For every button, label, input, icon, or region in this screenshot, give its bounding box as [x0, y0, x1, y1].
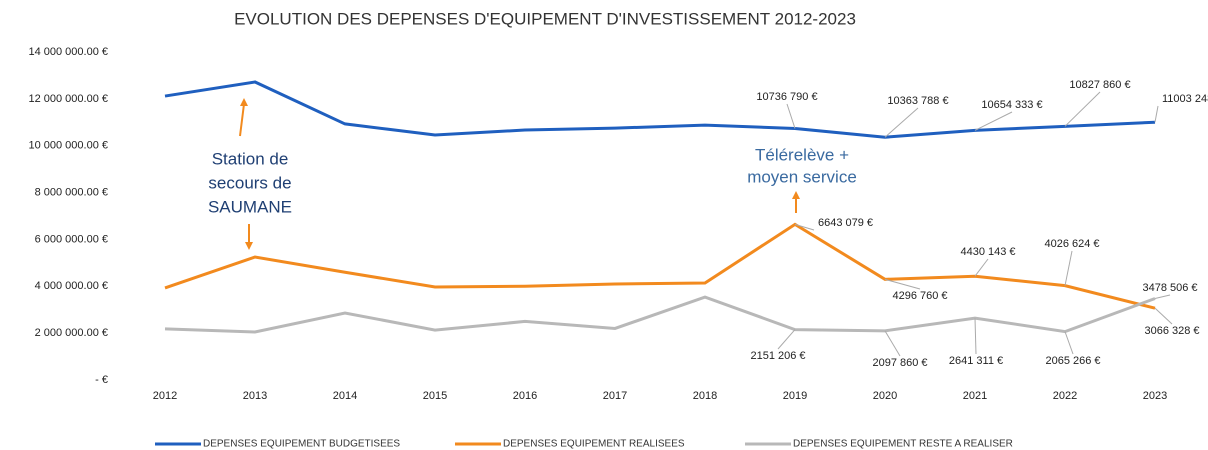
leader-line [974, 258, 989, 277]
y-tick-label: 10 000 000.00 € [28, 140, 108, 152]
data-label: 3066 328 € [1144, 325, 1199, 337]
data-label: 6643 079 € [818, 217, 873, 229]
annotation: Télérelève + [755, 145, 849, 164]
data-label: 2641 311 € [949, 355, 1003, 367]
x-tick-label: 2013 [243, 390, 267, 402]
data-label: 11003 248 € [1162, 93, 1208, 105]
x-tick-label: 2022 [1053, 390, 1077, 402]
data-label: 10736 790 € [756, 91, 817, 103]
leader-line [884, 278, 921, 290]
leader-line [884, 107, 919, 138]
x-tick-label: 2019 [783, 390, 807, 402]
y-tick-label: 12 000 000.00 € [28, 93, 108, 105]
leader-line [1064, 91, 1101, 127]
data-label: 4026 624 € [1044, 238, 1099, 250]
legend-label: DEPENSES EQUIPEMENT BUDGETISEES [203, 439, 400, 450]
leader-line [884, 330, 901, 357]
annotation: Station de [212, 149, 289, 168]
leader-line [1154, 307, 1173, 325]
annotation-arrows [239, 98, 800, 250]
data-label: 3478 506 € [1142, 282, 1197, 294]
data-label: 4430 143 € [960, 246, 1015, 258]
data-label: 2151 206 € [750, 350, 805, 362]
annotation: SAUMANE [208, 197, 292, 216]
data-label: 10654 333 € [981, 99, 1042, 111]
leader-line [974, 111, 1013, 131]
leader-line [794, 223, 815, 231]
y-tick-label: 4 000 000.00 € [35, 280, 108, 292]
x-tick-label: 2012 [153, 390, 177, 402]
leader-line [1154, 105, 1159, 123]
x-tick-label: 2018 [693, 390, 717, 402]
data-label: 10363 788 € [887, 95, 948, 107]
series-line [164, 222, 1156, 310]
series-line [164, 80, 1156, 139]
x-tick-label: 2015 [423, 390, 447, 402]
x-tick-label: 2021 [963, 390, 987, 402]
leader-line [1064, 250, 1073, 286]
data-label: 4296 760 € [892, 290, 947, 302]
leader-line [974, 318, 977, 355]
leader-line [786, 103, 796, 129]
series-line [164, 295, 1156, 334]
x-tick-label: 2014 [333, 390, 357, 402]
y-tick-label: 6 000 000.00 € [35, 233, 108, 245]
leader-line [1154, 294, 1171, 299]
annotation: secours de [208, 173, 291, 192]
legend-label: DEPENSES EQUIPEMENT RESTE A REALISER [793, 439, 1013, 450]
x-tick-label: 2016 [513, 390, 537, 402]
legend-label: DEPENSES EQUIPEMENT REALISEES [503, 439, 685, 450]
annotation: moyen service [747, 167, 857, 186]
x-tick-label: 2017 [603, 390, 627, 402]
data-label: 10827 860 € [1069, 79, 1130, 91]
y-tick-label: - € [95, 374, 108, 386]
y-tick-label: 8 000 000.00 € [35, 186, 108, 198]
y-tick-label: 2 000 000.00 € [35, 327, 108, 339]
data-label: 2097 860 € [872, 357, 927, 369]
y-tick-label: 14 000 000.00 € [28, 46, 108, 58]
x-tick-label: 2020 [873, 390, 897, 402]
leader-line [1064, 331, 1074, 355]
leader-line [777, 329, 796, 350]
data-label: 2065 266 € [1045, 355, 1100, 367]
x-tick-label: 2023 [1143, 390, 1167, 402]
chart-title: EVOLUTION DES DEPENSES D'EQUIPEMENT D'IN… [234, 9, 856, 28]
